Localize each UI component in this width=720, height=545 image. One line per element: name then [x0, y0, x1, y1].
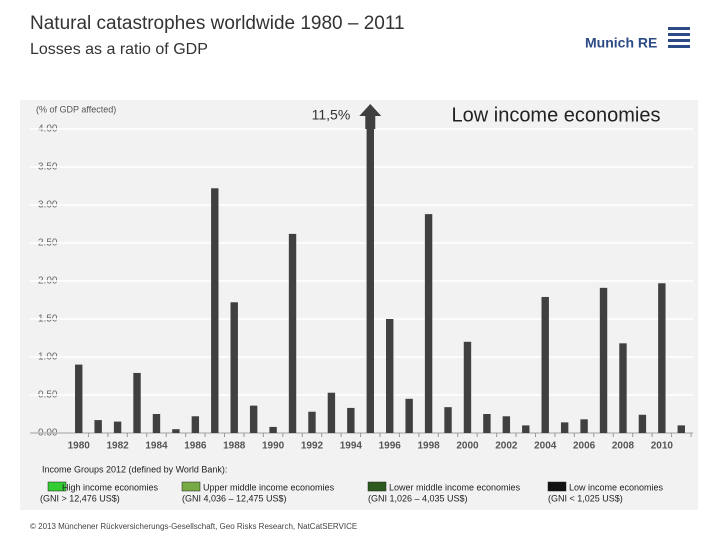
legend-sublabel: (GNI 1,026 – 4,035 US$)	[368, 493, 468, 503]
logo: Munich RE	[585, 35, 657, 51]
bar	[75, 364, 83, 433]
x-tick-label: 1996	[379, 441, 402, 452]
bar	[327, 392, 336, 433]
bar	[288, 233, 297, 433]
bar	[366, 129, 374, 433]
legend-swatch	[47, 481, 67, 492]
x-tick-label: 1990	[262, 441, 285, 452]
x-tick-label: 1998	[417, 441, 440, 452]
bar	[638, 414, 647, 433]
bar	[599, 287, 608, 433]
x-tick-label: 1986	[184, 441, 207, 452]
bar	[405, 398, 413, 433]
bar	[347, 407, 355, 433]
legend-label: Low income economies	[569, 482, 664, 492]
bar	[677, 425, 685, 433]
slide-subtitle: Losses as a ratio of GDP	[30, 41, 208, 58]
x-tick-label: 1994	[340, 441, 363, 452]
bar	[619, 343, 627, 433]
x-tick-label: 1988	[223, 441, 246, 452]
x-tick-label: 1984	[145, 441, 168, 452]
y-axis-label: (% of GDP affected)	[36, 104, 116, 114]
bar	[502, 416, 511, 433]
bar	[308, 411, 316, 433]
bar	[658, 283, 666, 433]
x-tick-label: 1982	[106, 441, 129, 452]
bar	[483, 414, 491, 433]
bar	[230, 302, 238, 433]
x-tick-label: 2006	[573, 441, 596, 452]
overflow-arrow	[359, 104, 382, 129]
bar	[249, 405, 258, 433]
x-tick-label: 1992	[301, 441, 324, 452]
bar	[424, 214, 433, 433]
legend-sublabel: (GNI 4,036 – 12,475 US$)	[182, 493, 287, 503]
bar	[94, 420, 102, 433]
x-tick-label: 2000	[456, 441, 479, 452]
bar	[113, 421, 122, 433]
bar	[580, 419, 588, 433]
bar	[172, 429, 180, 433]
x-tick-label: 2002	[495, 441, 518, 452]
bars	[75, 129, 685, 433]
legend-label: High income economies	[62, 482, 159, 492]
slide-title: Natural catastrophes worldwide 1980 – 20…	[30, 13, 405, 34]
x-tick-label: 1980	[68, 441, 91, 452]
chart-background	[20, 100, 698, 510]
legend-label: Lower middle income economies	[389, 482, 521, 492]
bar	[522, 425, 530, 433]
x-tick-label: 2008	[612, 441, 635, 452]
bar	[133, 372, 141, 433]
annotation: Low income economies	[452, 104, 661, 126]
legend-swatch	[181, 481, 201, 492]
legend-swatch	[547, 481, 567, 492]
legend-label: Upper middle income economies	[203, 482, 335, 492]
legend-sublabel: (GNI < 1,025 US$)	[548, 493, 623, 503]
x-tick-label: 2004	[534, 441, 557, 452]
bar	[191, 416, 200, 433]
x-tick-label: 2010	[651, 441, 674, 452]
bar	[211, 188, 219, 433]
legend-swatch	[367, 481, 387, 492]
legend-sublabel: (GNI > 12,476 US$)	[40, 493, 120, 503]
bar	[444, 407, 452, 433]
bar	[152, 414, 161, 433]
bar	[463, 341, 472, 433]
bar	[541, 296, 549, 433]
logo-mark	[668, 27, 690, 48]
bar	[386, 319, 394, 433]
legend-title: Income Groups 2012 (defined by World Ban…	[42, 464, 227, 474]
bar	[269, 426, 277, 433]
footer: © 2013 Münchener Rückversicherungs-Gesel…	[30, 522, 357, 531]
bar	[560, 422, 569, 433]
value-label: 11,5%	[312, 107, 351, 123]
